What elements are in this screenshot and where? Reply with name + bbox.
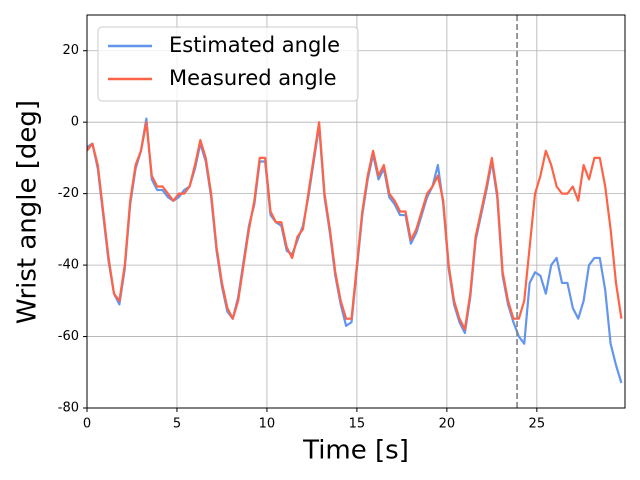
plot-frame <box>86 14 626 409</box>
x-tick-label: 10 <box>259 417 276 432</box>
data-line <box>87 121 623 331</box>
x-tick-label: 25 <box>529 417 546 432</box>
y-tick-label: 20 <box>62 43 79 58</box>
x-tick-label: 15 <box>349 417 366 432</box>
y-tick-label: -40 <box>58 258 79 273</box>
data-line <box>87 117 623 384</box>
legend-label: Measured angle <box>169 66 337 90</box>
legend-label: Estimated angle <box>169 33 340 57</box>
x-axis-label: Time [s] <box>302 436 409 466</box>
y-tick-label: 0 <box>71 115 79 130</box>
legend-box <box>97 26 359 102</box>
x-tick-label: 20 <box>439 417 456 432</box>
y-tick-label: -60 <box>58 329 79 344</box>
plot-area <box>87 117 623 384</box>
y-axis-label: Wrist angle [deg] <box>13 100 43 324</box>
y-tick-label: -20 <box>58 186 79 201</box>
y-tick-label: -80 <box>58 401 79 416</box>
x-tick-label: 0 <box>83 417 91 432</box>
x-tick-label: 5 <box>173 417 181 432</box>
